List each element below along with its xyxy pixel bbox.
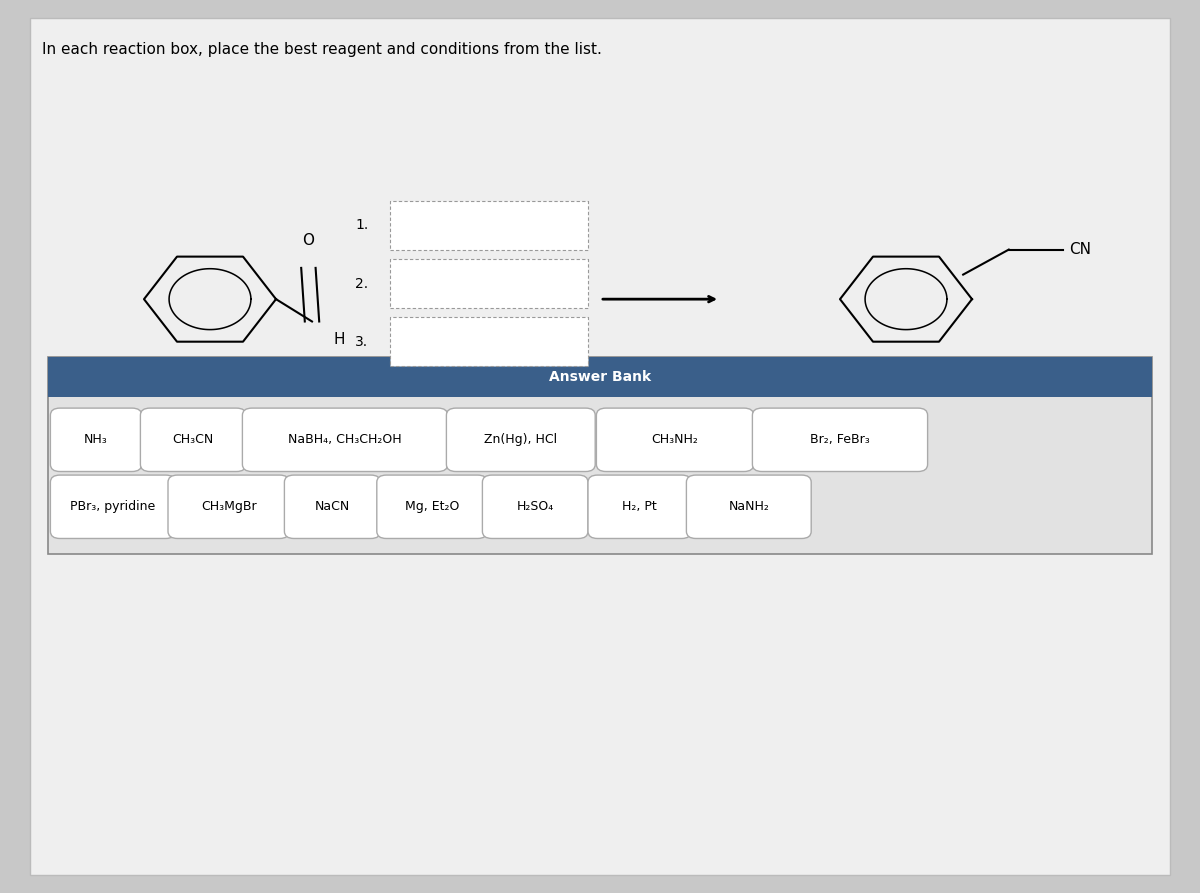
FancyBboxPatch shape — [446, 408, 595, 472]
Text: H₂, Pt: H₂, Pt — [623, 500, 656, 513]
FancyBboxPatch shape — [30, 18, 1170, 875]
Text: Mg, Et₂O: Mg, Et₂O — [404, 500, 460, 513]
FancyBboxPatch shape — [686, 475, 811, 538]
Text: CH₃MgBr: CH₃MgBr — [200, 500, 257, 513]
FancyBboxPatch shape — [284, 475, 380, 538]
Text: NH₃: NH₃ — [84, 433, 108, 446]
FancyBboxPatch shape — [482, 475, 588, 538]
Text: Answer Bank: Answer Bank — [548, 371, 652, 384]
Text: Br₂, FeBr₃: Br₂, FeBr₃ — [810, 433, 870, 446]
FancyBboxPatch shape — [168, 475, 289, 538]
FancyBboxPatch shape — [48, 357, 1152, 397]
Text: NaCN: NaCN — [314, 500, 350, 513]
FancyBboxPatch shape — [50, 408, 142, 472]
Text: In each reaction box, place the best reagent and conditions from the list.: In each reaction box, place the best rea… — [42, 42, 602, 56]
FancyBboxPatch shape — [390, 201, 588, 250]
Text: NaBH₄, CH₃CH₂OH: NaBH₄, CH₃CH₂OH — [288, 433, 402, 446]
FancyBboxPatch shape — [50, 475, 175, 538]
Text: 2.: 2. — [355, 277, 368, 290]
Text: 1.: 1. — [355, 219, 368, 232]
Text: NaNH₂: NaNH₂ — [728, 500, 769, 513]
Text: Zn(Hg), HCl: Zn(Hg), HCl — [485, 433, 557, 446]
Text: H₂SO₄: H₂SO₄ — [516, 500, 554, 513]
Text: CH₃NH₂: CH₃NH₂ — [652, 433, 698, 446]
FancyBboxPatch shape — [588, 475, 691, 538]
FancyBboxPatch shape — [390, 259, 588, 308]
FancyBboxPatch shape — [140, 408, 246, 472]
FancyBboxPatch shape — [596, 408, 754, 472]
Text: CH₃CN: CH₃CN — [173, 433, 214, 446]
Text: CN: CN — [1069, 242, 1091, 257]
FancyBboxPatch shape — [242, 408, 448, 472]
FancyBboxPatch shape — [377, 475, 487, 538]
FancyBboxPatch shape — [48, 357, 1152, 554]
Text: H: H — [334, 332, 346, 347]
Text: PBr₃, pyridine: PBr₃, pyridine — [70, 500, 156, 513]
FancyBboxPatch shape — [390, 317, 588, 366]
FancyBboxPatch shape — [752, 408, 928, 472]
Text: 3.: 3. — [355, 335, 368, 348]
Text: O: O — [302, 233, 314, 248]
